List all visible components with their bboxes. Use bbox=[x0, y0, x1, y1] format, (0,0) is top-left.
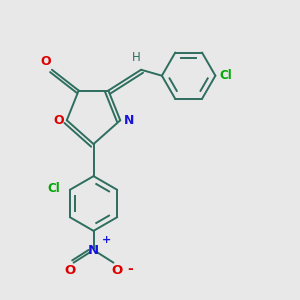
Text: -: - bbox=[128, 262, 134, 276]
Text: N: N bbox=[123, 114, 134, 127]
Text: H: H bbox=[132, 51, 141, 64]
Text: Cl: Cl bbox=[48, 182, 60, 195]
Text: O: O bbox=[112, 264, 123, 277]
Text: O: O bbox=[40, 55, 51, 68]
Text: O: O bbox=[64, 264, 75, 277]
Text: O: O bbox=[53, 114, 64, 127]
Text: N: N bbox=[88, 244, 99, 257]
Text: Cl: Cl bbox=[219, 69, 232, 82]
Text: +: + bbox=[102, 235, 111, 245]
